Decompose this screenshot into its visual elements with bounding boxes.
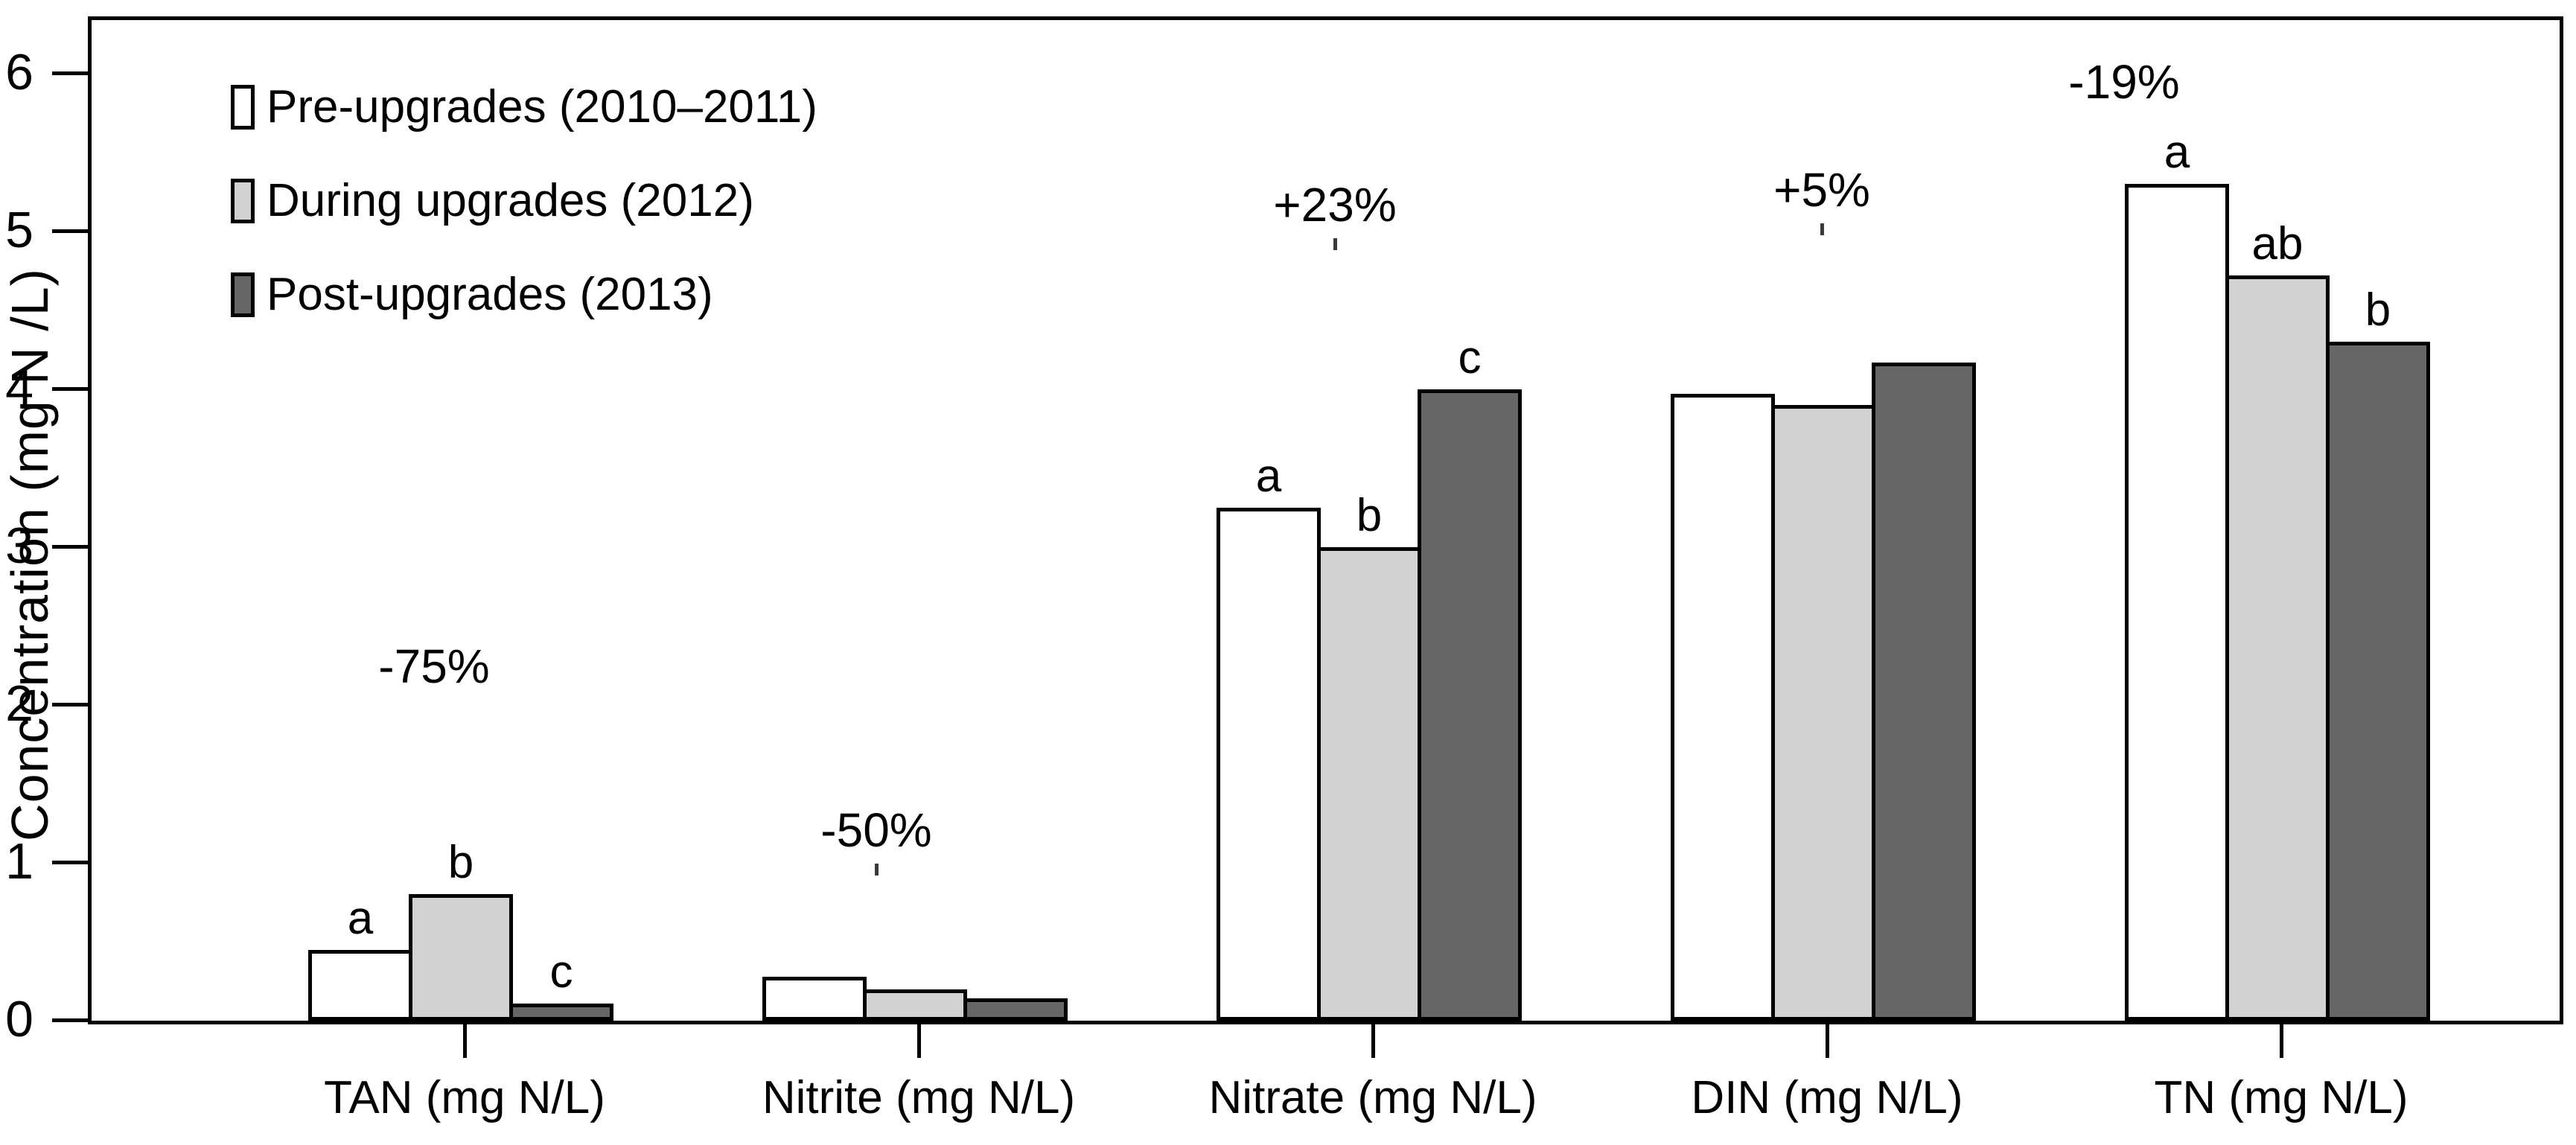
legend-label: Post-upgrades (2013) — [267, 269, 713, 320]
significance-letter: a — [2164, 127, 2190, 178]
bar — [963, 998, 1068, 1021]
x-tick — [1826, 1024, 1829, 1058]
y-tick — [52, 545, 88, 549]
x-axis-category-label: TAN (mg N/L) — [324, 1072, 605, 1123]
y-tick — [52, 387, 88, 391]
change-annotation: +5% — [1651, 164, 1993, 235]
bar — [762, 977, 867, 1021]
bar: ab — [2225, 221, 2330, 1021]
y-tick — [52, 1018, 88, 1022]
significance-letter: a — [347, 893, 374, 944]
y-tick-label: 3 — [5, 517, 34, 574]
y-tick — [52, 861, 88, 864]
change-annotation-text: -50% — [820, 803, 932, 857]
stray-mark — [874, 864, 879, 876]
y-tick — [52, 229, 88, 233]
y-tick — [52, 71, 88, 75]
bar: c — [1418, 335, 1522, 1021]
bar — [1872, 363, 1976, 1021]
change-annotation-text: -75% — [378, 640, 490, 693]
stray-mark — [1333, 238, 1337, 250]
change-annotation-text: +5% — [1773, 163, 1870, 217]
x-tick — [917, 1024, 921, 1058]
bar — [1771, 405, 1875, 1021]
y-tick-label: 6 — [5, 44, 34, 101]
change-annotation: +23% — [1164, 179, 1506, 250]
bar — [1671, 394, 1775, 1021]
x-tick — [463, 1024, 467, 1058]
change-annotation: -50% — [705, 804, 1048, 876]
significance-letter: b — [2365, 284, 2391, 336]
bar: a — [2125, 130, 2229, 1021]
stray-mark — [1820, 223, 1824, 235]
significance-letter: b — [1356, 490, 1383, 541]
y-tick-label: 4 — [5, 360, 34, 416]
significance-letter: a — [1255, 450, 1282, 502]
change-annotation-text: +23% — [1273, 178, 1397, 232]
y-tick-label: 2 — [5, 675, 34, 732]
bar-group: a b c — [308, 840, 621, 1021]
legend-item: Post-upgrades (2013) — [231, 269, 817, 321]
y-tick — [52, 703, 88, 707]
change-annotation: -75% — [263, 640, 605, 692]
bar-group — [1671, 363, 1983, 1021]
x-axis-category-label: Nitrite (mg N/L) — [762, 1072, 1076, 1123]
bar: a — [308, 896, 412, 1021]
bar: b — [409, 840, 513, 1021]
y-tick-label: 1 — [5, 833, 34, 890]
significance-letter: b — [447, 837, 474, 888]
x-axis-category-label: Nitrate (mg N/L) — [1208, 1072, 1537, 1123]
bar: b — [2326, 287, 2430, 1021]
x-axis-category-label: TN (mg N/L) — [2154, 1072, 2408, 1123]
legend-item: Pre-upgrades (2010–2011) — [231, 81, 817, 133]
y-tick-label: 0 — [5, 991, 34, 1047]
y-tick-label: 5 — [5, 202, 34, 258]
bar: a — [1217, 453, 1321, 1021]
change-annotation: -19% — [1953, 56, 2295, 108]
x-axis-category-label: DIN (mg N/L) — [1691, 1072, 1963, 1123]
legend-label: Pre-upgrades (2010–2011) — [267, 81, 817, 133]
legend-swatch-pre-upgrades — [231, 85, 255, 130]
significance-letter: c — [549, 946, 573, 998]
bar-group: a ab b — [2125, 130, 2438, 1021]
significance-letter: ab — [2251, 218, 2304, 269]
plot-area: Pre-upgrades (2010–2011) During upgrades… — [5, 16, 2563, 1123]
bar-group — [762, 977, 1075, 1021]
bar: b — [1317, 493, 1421, 1021]
x-tick — [1371, 1024, 1375, 1058]
bar — [863, 989, 967, 1021]
bar: c — [509, 949, 613, 1021]
legend-item: During upgrades (2012) — [231, 175, 817, 227]
legend-swatch-post-upgrades — [231, 272, 255, 317]
significance-letter: c — [1458, 332, 1482, 383]
legend: Pre-upgrades (2010–2011) During upgrades… — [231, 81, 817, 363]
legend-label: During upgrades (2012) — [267, 175, 754, 226]
change-annotation-text: -19% — [2068, 55, 2180, 109]
legend-swatch-during-upgrades — [231, 179, 255, 223]
bar-group: a b c — [1217, 335, 1529, 1021]
x-tick — [2280, 1024, 2283, 1058]
